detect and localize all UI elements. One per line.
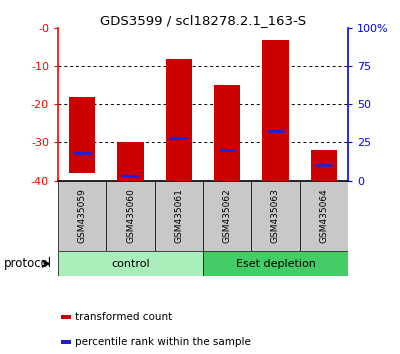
Bar: [117, 143, 144, 181]
Bar: [166, 59, 192, 181]
Bar: [61, 315, 71, 319]
Bar: [203, 181, 251, 251]
Bar: [214, 85, 240, 181]
Bar: [170, 137, 187, 140]
Text: GSM435061: GSM435061: [174, 188, 183, 244]
Bar: [155, 181, 203, 251]
Bar: [61, 339, 71, 344]
Text: Eset depletion: Eset depletion: [236, 259, 316, 269]
Bar: [203, 251, 348, 276]
Text: GSM435059: GSM435059: [78, 188, 87, 244]
Title: GDS3599 / scl18278.2.1_163-S: GDS3599 / scl18278.2.1_163-S: [100, 14, 306, 27]
Bar: [219, 149, 236, 152]
Text: percentile rank within the sample: percentile rank within the sample: [75, 337, 251, 347]
Bar: [267, 130, 284, 133]
Text: GSM435060: GSM435060: [126, 188, 135, 244]
Text: GSM435063: GSM435063: [271, 188, 280, 244]
Bar: [251, 181, 300, 251]
Bar: [69, 97, 96, 173]
Bar: [58, 251, 203, 276]
Bar: [106, 181, 155, 251]
Bar: [122, 175, 139, 178]
Text: transformed count: transformed count: [75, 312, 173, 322]
Bar: [58, 181, 106, 251]
Bar: [74, 152, 91, 155]
Bar: [315, 164, 332, 167]
Bar: [262, 40, 289, 181]
Text: control: control: [111, 259, 150, 269]
Text: protocol: protocol: [4, 257, 52, 270]
Text: GSM435062: GSM435062: [223, 189, 232, 243]
Bar: [300, 181, 348, 251]
Bar: [310, 150, 337, 181]
Text: GSM435064: GSM435064: [319, 189, 328, 243]
